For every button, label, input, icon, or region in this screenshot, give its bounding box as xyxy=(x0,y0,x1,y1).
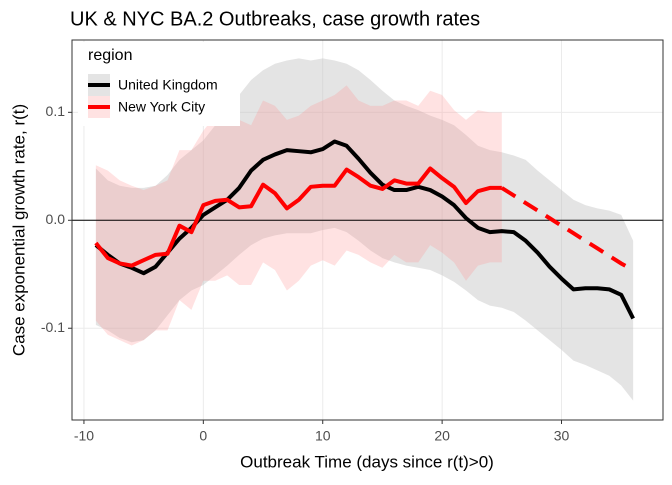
confidence-band xyxy=(95,58,634,401)
panel-border xyxy=(71,39,664,421)
legend-label: United Kingdom xyxy=(118,77,218,93)
x-tick-label: 30 xyxy=(554,428,570,444)
legend-title: region xyxy=(88,47,132,64)
x-tick-label: 10 xyxy=(315,428,331,444)
y-tick-label: -0.1 xyxy=(41,319,65,335)
x-tick-label: 20 xyxy=(434,428,450,444)
x-tick-label: 0 xyxy=(199,428,207,444)
data-line xyxy=(94,166,502,268)
legend-label: New York City xyxy=(118,99,205,115)
x-tick-label: -10 xyxy=(74,428,94,444)
x-axis-title: Outbreak Time (days since r(t)>0) xyxy=(240,452,494,471)
y-tick-label: 0.0 xyxy=(46,211,66,227)
data-line xyxy=(94,139,635,320)
chart-title: UK & NYC BA.2 Outbreaks, case growth rat… xyxy=(70,8,480,30)
y-tick-label: 0.1 xyxy=(46,103,66,119)
confidence-band xyxy=(95,85,502,346)
y-axis-title: Case exponential growth rate, r(t) xyxy=(9,104,28,356)
